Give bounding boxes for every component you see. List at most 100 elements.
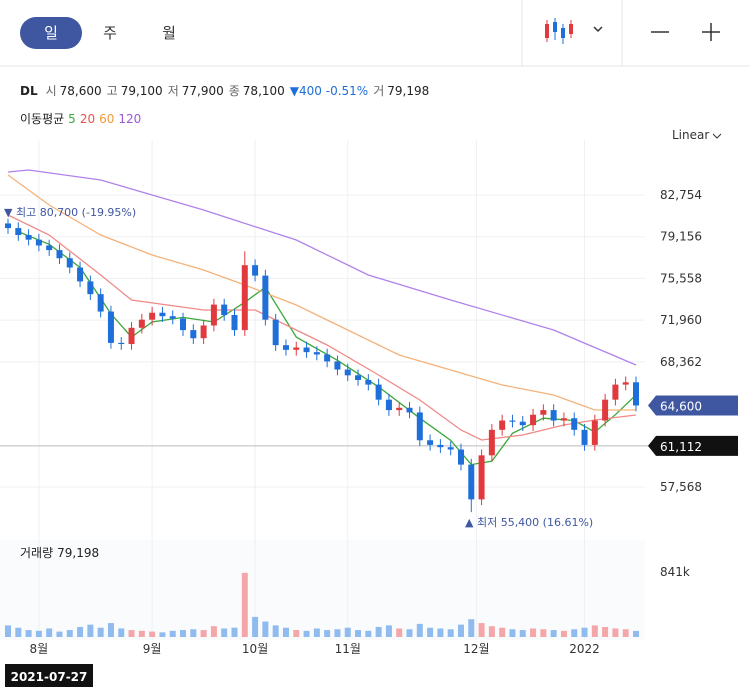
candle-body <box>25 235 32 240</box>
candle-body <box>180 318 187 331</box>
y-tick-label: 79,156 <box>660 230 702 244</box>
icon-part <box>553 22 557 32</box>
volume-bar <box>406 629 413 637</box>
volume-bar <box>138 630 145 637</box>
volume-bar <box>571 629 578 637</box>
volume-bar <box>56 631 63 637</box>
volume-bar <box>581 627 588 637</box>
quote-label: 종 <box>229 84 240 98</box>
volume-bar <box>46 628 53 637</box>
candle-body <box>581 429 588 445</box>
candle-body <box>427 440 434 445</box>
quote-value: 78,600 <box>60 84 102 98</box>
volume-bar <box>159 632 166 637</box>
volume-bar <box>87 624 94 637</box>
icon-part <box>561 28 565 38</box>
candle-body <box>15 228 22 236</box>
tab[interactable]: 월 <box>162 24 176 42</box>
volume-bar <box>293 630 300 637</box>
volume-bar <box>77 626 84 637</box>
volume-bar <box>560 630 567 637</box>
zoom-in-button[interactable] <box>702 23 720 41</box>
volume-bar <box>221 628 228 637</box>
volume-pane <box>0 540 645 640</box>
tab-highlight <box>20 17 82 49</box>
volume-bar <box>107 623 114 637</box>
ma-legend-item: 60 <box>99 112 114 126</box>
candle-body <box>221 304 228 316</box>
quote-label: 시 <box>46 84 57 98</box>
candle-body <box>128 327 135 345</box>
tab[interactable]: 주 <box>103 24 117 42</box>
volume-bar <box>15 627 22 637</box>
candle-body <box>499 420 506 430</box>
volume-bar <box>550 630 557 637</box>
volume-bar <box>324 630 331 637</box>
y-tick-label: 75,558 <box>660 271 702 285</box>
candle-body <box>488 429 495 456</box>
quote-value: 79,198 <box>387 84 429 98</box>
candle-body <box>519 421 526 426</box>
x-tick-label: 10월 <box>242 642 268 656</box>
candle-icon[interactable] <box>545 18 573 44</box>
volume-bar <box>190 629 197 637</box>
quote-value: 79,100 <box>121 84 163 98</box>
candle-body <box>602 399 609 421</box>
volume-bar <box>499 627 506 637</box>
candle-body <box>190 330 197 339</box>
volume-bar <box>272 625 279 637</box>
volume-bar <box>313 628 320 637</box>
tab[interactable]: 일 <box>44 24 58 42</box>
y-tick-label: 82,754 <box>660 188 702 202</box>
chevron-button[interactable] <box>593 26 603 33</box>
candle-body <box>633 382 639 406</box>
x-tick-label: 2022 <box>569 642 600 656</box>
y-tick-label: 71,960 <box>660 313 702 327</box>
candle-body <box>355 375 362 380</box>
candle-body <box>262 275 269 320</box>
symbol: DL <box>20 84 38 98</box>
candle-body <box>66 258 73 268</box>
quote-label: 거 <box>373 84 384 98</box>
volume-bar <box>355 630 362 637</box>
candle-body <box>107 311 114 343</box>
volume-bar <box>200 630 207 637</box>
candle-body <box>375 384 382 400</box>
y-tick-label: 68,362 <box>660 355 702 369</box>
volume-bar <box>118 628 125 637</box>
candle-body <box>478 455 485 500</box>
candle-body <box>560 418 567 421</box>
price-badge-label: 64,600 <box>660 399 702 413</box>
candle-body <box>385 399 392 411</box>
date-badge-bg <box>5 664 93 687</box>
volume-bar <box>241 572 248 637</box>
volume-value: 79,198 <box>57 546 99 560</box>
moving-average-line <box>7 169 637 366</box>
volume-bar <box>540 629 547 637</box>
quote-label: 저 <box>168 84 179 98</box>
scale-mode[interactable]: Linear <box>672 128 709 142</box>
candle-body <box>324 354 331 362</box>
volume-bar <box>375 626 382 637</box>
candle-body <box>622 382 629 385</box>
volume-bar <box>5 625 11 637</box>
volume-bar <box>602 626 609 637</box>
candle-body <box>612 384 619 400</box>
scale-chevron <box>712 133 722 139</box>
candle-body <box>56 250 63 259</box>
quote-label: 고 <box>107 84 118 98</box>
volume-bar <box>519 630 526 637</box>
candle-body <box>159 312 166 317</box>
candle-body <box>457 449 464 465</box>
volume-bar <box>591 625 598 637</box>
candle-body <box>447 447 454 450</box>
ma-legend-item: 20 <box>80 112 95 126</box>
volume-bar <box>149 631 156 637</box>
ma-legend-item: 120 <box>118 112 141 126</box>
candle-body <box>77 267 84 282</box>
volume-bar <box>622 629 629 637</box>
candle-body <box>540 410 547 415</box>
volume-bar <box>344 627 351 637</box>
